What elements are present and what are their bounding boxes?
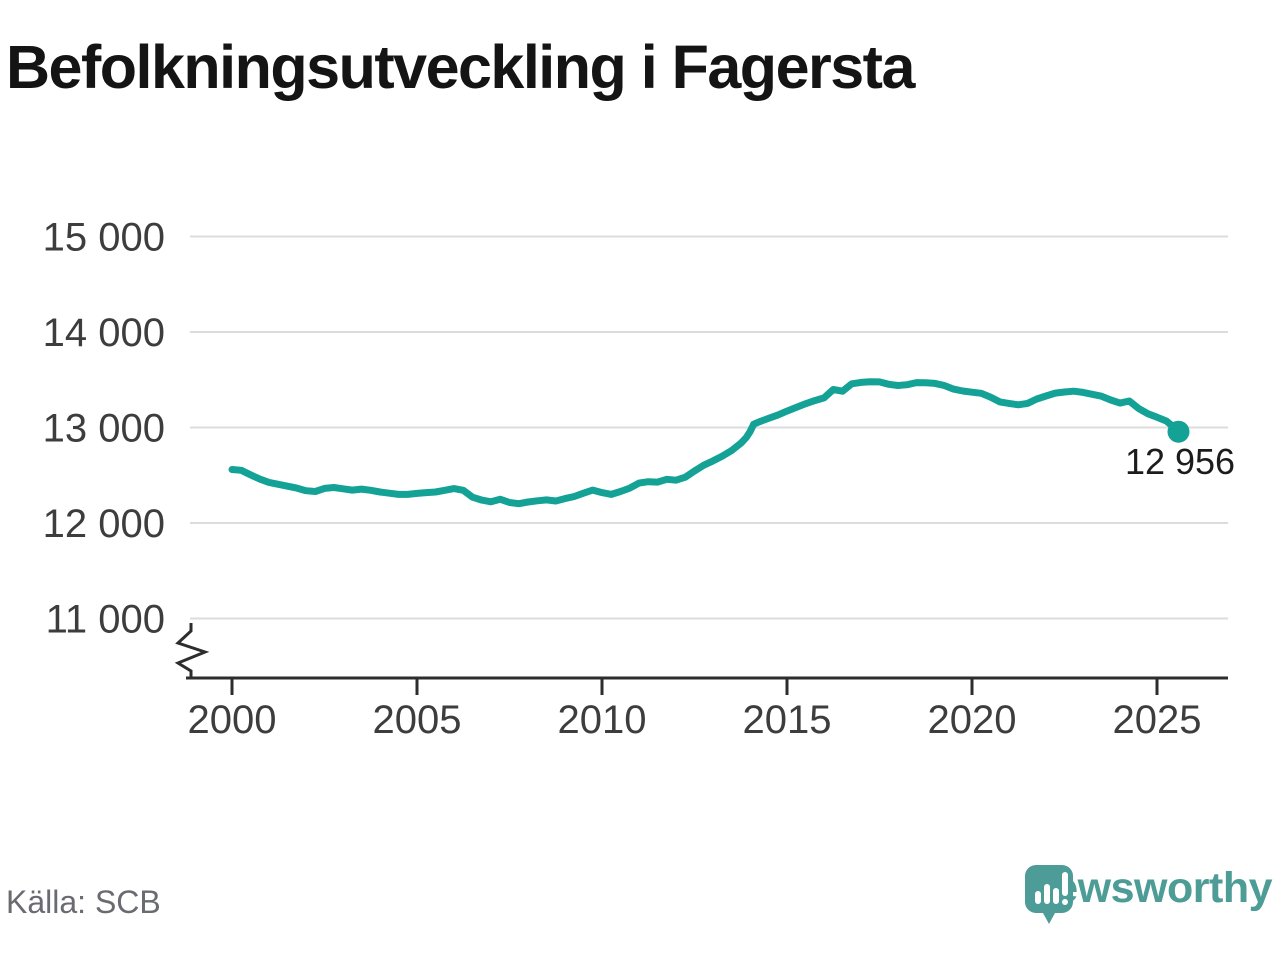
population-line — [228, 378, 1182, 508]
x-tick-label: 2025 — [1113, 698, 1202, 742]
x-tick-label: 2000 — [188, 698, 277, 742]
endpoint-value-label: 12 956 — [1125, 441, 1235, 482]
chart-title: Befolkningsutveckling i Fagersta — [6, 33, 915, 101]
endpoint-dot — [1167, 420, 1190, 443]
y-tick-label: 15 000 — [43, 216, 165, 260]
x-tick-label: 2010 — [558, 698, 647, 742]
y-tick-label: 11 000 — [46, 598, 165, 642]
x-axis-ticks — [230, 678, 1159, 695]
y-tick-label: 13 000 — [43, 407, 165, 451]
y-axis-labels: 15 000 14 000 13 000 12 000 11 000 — [43, 216, 165, 642]
brand-lockup: Newsworthy — [1024, 864, 1273, 924]
x-axis-labels: 2000 2005 2010 2015 2020 2025 — [188, 698, 1202, 742]
source-note: Källa: SCB — [6, 884, 161, 920]
x-tick-label: 2020 — [928, 698, 1017, 742]
newsworthy-logo-icon — [1024, 865, 1073, 924]
y-tick-label: 14 000 — [43, 311, 165, 355]
x-tick-label: 2005 — [373, 698, 462, 742]
gridlines — [190, 235, 1228, 620]
axis-break-icon — [174, 623, 210, 678]
y-tick-label: 12 000 — [43, 502, 165, 546]
x-tick-label: 2015 — [743, 698, 832, 742]
